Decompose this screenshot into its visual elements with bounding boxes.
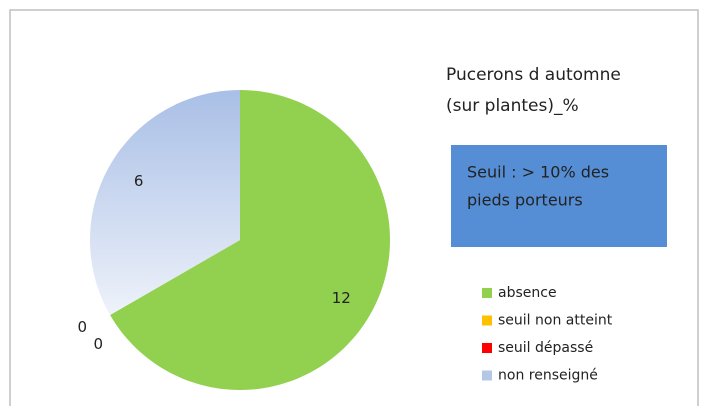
legend-label: seuil non atteint xyxy=(498,313,613,329)
annotation-box xyxy=(451,145,667,247)
pie-slice xyxy=(89,90,240,315)
annotation-line: Seuil : > 10% des xyxy=(467,163,609,182)
pie: 12 00 6 xyxy=(78,90,390,390)
data-label: 12 xyxy=(332,289,351,307)
title: Pucerons d automne (sur plantes)_% xyxy=(446,65,621,116)
legend-swatch xyxy=(482,370,492,381)
chart-border xyxy=(9,9,699,406)
pie-slice xyxy=(110,90,390,390)
annotation: Seuil : > 10% des pieds porteurs xyxy=(467,163,609,210)
legend-swatch xyxy=(482,288,492,298)
data-label: 0 xyxy=(94,335,104,353)
data-label: 6 xyxy=(134,172,144,190)
annotation-line: pieds porteurs xyxy=(467,191,583,210)
legend-label: seuil dépassé xyxy=(498,340,593,356)
legend-label: absence xyxy=(498,285,557,301)
legend-swatch xyxy=(482,315,492,326)
title-line: Pucerons d automne xyxy=(446,65,621,85)
legend-label: non renseigné xyxy=(498,368,598,384)
legend-swatch xyxy=(482,343,492,353)
legend: absence seuil non atteint seuil dépassé non… xyxy=(482,285,613,384)
title-line: (sur plantes)_% xyxy=(446,96,579,116)
data-label: 0 xyxy=(78,318,88,336)
